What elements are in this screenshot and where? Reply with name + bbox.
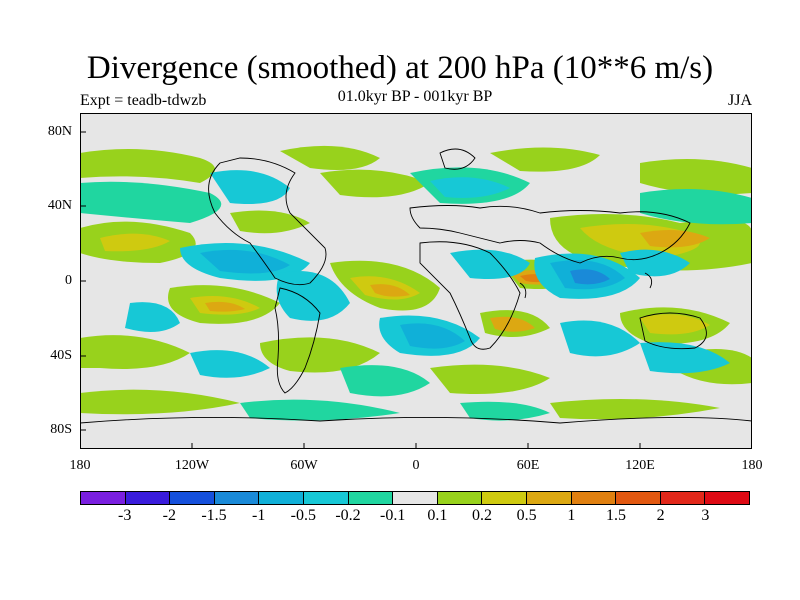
divergence-map [80, 113, 752, 449]
colorbar-label: 1 [567, 507, 576, 524]
colorbar-box [705, 492, 749, 504]
lon-label-180w: 180 [69, 458, 91, 473]
lat-label-40s: 40S [50, 348, 72, 363]
colorbar-box [303, 492, 349, 504]
colorbar [80, 491, 750, 505]
lon-label-120e: 120E [625, 458, 655, 473]
colorbar-label: 3 [701, 507, 710, 524]
colorbar-label: -0.5 [290, 507, 316, 524]
colorbar-box [125, 492, 171, 504]
colorbar-label: -1 [251, 507, 266, 524]
axis-ticks [80, 131, 752, 449]
colorbar-label: -0.2 [335, 507, 361, 524]
chart-title: Divergence (smoothed) at 200 hPa (10**6 … [86, 50, 714, 86]
positive-divergence-field [80, 145, 752, 420]
colorbar-box [660, 492, 706, 504]
colorbar-box [170, 492, 215, 504]
colorbar-label: 0.1 [427, 507, 448, 524]
colorbar-label: 2 [656, 507, 665, 524]
lon-label-120w: 120W [174, 458, 210, 473]
colorbar-label: -3 [117, 507, 132, 524]
lon-label-0: 0 [412, 458, 420, 473]
colorbar-box [393, 492, 438, 504]
lat-label-80s: 80S [50, 422, 72, 437]
colorbar-label: 1.5 [606, 507, 626, 524]
map-panel [80, 113, 752, 449]
experiment-label: Expt = teadb-tdwzb [80, 92, 207, 109]
lon-label-60w: 60W [290, 458, 318, 473]
lat-label-0: 0 [65, 273, 72, 288]
period-label: 01.0kyr BP - 001kyr BP [337, 88, 493, 105]
colorbar-label: -1.5 [201, 507, 227, 524]
colorbar-box [81, 492, 126, 504]
lat-label-80n: 80N [47, 124, 72, 139]
season-label: JJA [727, 92, 752, 109]
colorbar-label: 0.2 [472, 507, 492, 524]
colorbar-label: -0.1 [379, 507, 406, 524]
colorbar-box [616, 492, 661, 504]
colorbar-box [348, 492, 394, 504]
colorbar-label: 0.5 [516, 507, 537, 524]
colorbar-box [259, 492, 304, 504]
lat-label-40n: 40N [47, 198, 72, 213]
lon-label-60e: 60E [516, 458, 540, 473]
colorbar-label: -2 [162, 507, 176, 524]
colorbar-box [571, 492, 617, 504]
coastlines [80, 148, 752, 424]
colorbar-box [437, 492, 483, 504]
colorbar-box [214, 492, 260, 504]
colorbar-box [482, 492, 527, 504]
lon-label-180e: 180 [741, 458, 763, 473]
colorbar-box [526, 492, 572, 504]
